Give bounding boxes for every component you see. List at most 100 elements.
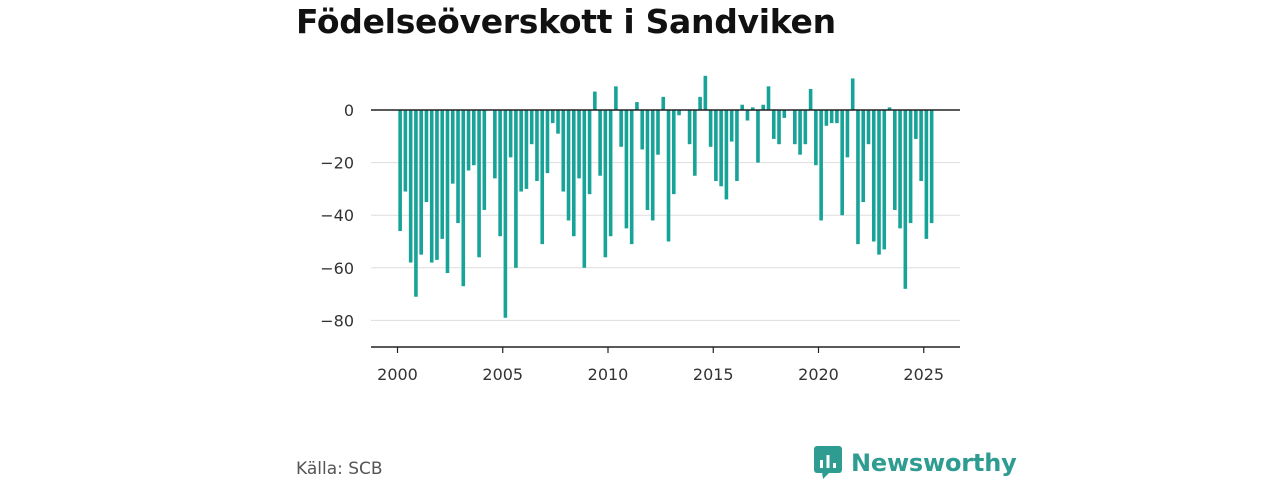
- bar: [540, 110, 545, 245]
- bar: [635, 102, 639, 110]
- bar: [598, 110, 602, 176]
- x-tick-label: 2000: [377, 365, 418, 384]
- bar: [414, 110, 418, 297]
- bar: [782, 110, 787, 118]
- bar: [656, 110, 660, 155]
- bar: [482, 110, 487, 210]
- bar: [745, 110, 750, 121]
- bar: [835, 110, 839, 124]
- bar: [661, 96, 666, 110]
- bar-chart-icon: [814, 446, 842, 479]
- bar: [435, 110, 439, 260]
- bar: [666, 110, 671, 242]
- bar: [593, 91, 597, 110]
- bar: [771, 110, 776, 139]
- bar: [829, 110, 834, 124]
- bar: [756, 110, 760, 163]
- bar: [887, 107, 892, 110]
- bar: [582, 110, 587, 268]
- bar: [587, 110, 592, 195]
- bar: [703, 75, 708, 110]
- bar: [866, 110, 871, 145]
- axes: [371, 109, 960, 353]
- bar: [498, 110, 502, 237]
- bar: [850, 78, 855, 110]
- y-tick-label: −60: [320, 259, 354, 278]
- bar: [845, 110, 850, 158]
- bar: [529, 110, 534, 145]
- bar: [908, 110, 913, 224]
- bar: [493, 110, 497, 179]
- bar: [477, 110, 481, 258]
- brand-name: Newsworthy: [851, 449, 1017, 477]
- bar: [461, 110, 466, 287]
- x-tick-label: 2010: [588, 365, 629, 384]
- bar: [514, 110, 518, 268]
- bar: [403, 110, 408, 192]
- bar: [519, 110, 523, 192]
- bar: [803, 110, 808, 145]
- bar: [793, 110, 797, 145]
- y-tick-label: 0: [344, 101, 354, 120]
- chart-title: Födelseöverskott i Sandviken: [296, 2, 836, 41]
- bar: [719, 110, 723, 187]
- bar: [629, 110, 634, 245]
- x-tick-label: 2025: [903, 365, 944, 384]
- bar-chart: 0 −20 −40 −60 −80 2000 2005 2010 2015 2020 2025: [320, 75, 960, 384]
- y-tick-label: −40: [320, 206, 354, 225]
- bar: [687, 110, 692, 145]
- bar: [750, 107, 755, 110]
- bar: [671, 110, 676, 195]
- y-tick-label: −80: [320, 311, 354, 330]
- bar: [577, 110, 581, 179]
- bar: [550, 110, 555, 124]
- bar: [929, 110, 934, 224]
- bar: [571, 110, 576, 237]
- bar: [740, 104, 744, 110]
- bar: [603, 110, 608, 258]
- bar: [808, 88, 813, 110]
- bar: [766, 86, 771, 110]
- bar: [398, 110, 402, 231]
- bar: [777, 110, 781, 145]
- bar: [693, 110, 697, 176]
- bar: [561, 110, 566, 192]
- bar: [503, 110, 508, 318]
- bar: [445, 110, 450, 274]
- bar: [882, 110, 887, 250]
- bar: [824, 110, 829, 126]
- bar: [898, 110, 902, 229]
- bar: [429, 110, 434, 263]
- bar: [508, 110, 513, 158]
- bar: [893, 110, 897, 210]
- bar: [624, 110, 629, 229]
- bar: [677, 110, 681, 116]
- bar: [419, 110, 423, 255]
- bar: [524, 110, 529, 189]
- bar: [903, 110, 908, 289]
- x-tick-label: 2005: [482, 365, 523, 384]
- x-tick-label: 2015: [693, 365, 734, 384]
- bar: [724, 110, 729, 200]
- bar: [619, 110, 623, 147]
- bar: [919, 110, 923, 182]
- bar: [761, 104, 766, 110]
- bar: [424, 110, 429, 203]
- bar: [645, 110, 650, 210]
- bar: [729, 110, 734, 142]
- bar: [650, 110, 655, 221]
- x-tick-label: 2020: [798, 365, 839, 384]
- bar: [914, 110, 918, 139]
- bar: [545, 110, 550, 174]
- bar: [608, 110, 613, 237]
- bar: [408, 110, 413, 263]
- source-note: Källa: SCB: [296, 459, 383, 479]
- bar: [877, 110, 881, 255]
- bar: [450, 110, 455, 184]
- bar: [556, 110, 560, 134]
- bar: [735, 110, 739, 182]
- brand-logo: Newsworthy: [814, 446, 1017, 480]
- bar: [440, 110, 445, 239]
- x-axis-tick-labels: 2000 2005 2010 2015 2020 2025: [377, 365, 944, 384]
- bar: [614, 86, 618, 110]
